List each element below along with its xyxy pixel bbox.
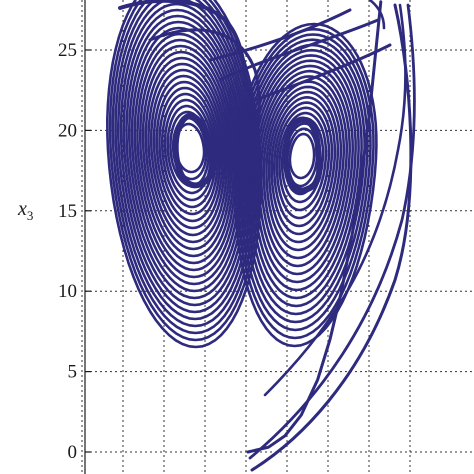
- trajectory-left-loop-17: [128, 20, 244, 293]
- trajectory-right-loop-20: [236, 27, 375, 340]
- trajectory-right-loop-13: [254, 64, 354, 284]
- trajectory-right-loop-0: [288, 132, 316, 180]
- trajectory-left-loop-10: [147, 62, 229, 244]
- trajectory-left-loop-16: [130, 26, 242, 286]
- trajectory-left-loop-20: [119, 2, 251, 314]
- y-tick-label-10: 10: [58, 281, 77, 302]
- y-tick-label-25: 25: [58, 40, 77, 61]
- trajectory-left-loop-9: [149, 68, 226, 237]
- y-tick-label-15: 15: [58, 201, 77, 222]
- y-tick-label-20: 20: [58, 120, 77, 141]
- trajectory-right-loop-8: [267, 90, 340, 244]
- trajectory-left-loop-24: [108, 0, 260, 342]
- trajectory-right-loop-17: [244, 43, 366, 316]
- trajectory-escape-arc-1: [250, 3, 413, 472]
- trajectory-right-loop-3: [280, 117, 325, 204]
- trajectory-upper-left-arc: [118, 0, 248, 87]
- trajectory-right-loop-12: [257, 69, 351, 276]
- trajectory-left-loop-13: [139, 44, 235, 265]
- trajectory-transient: [246, 0, 383, 454]
- trajectory-right-loop-5: [275, 106, 331, 220]
- trajectory-diagonal-3: [208, 8, 352, 62]
- y-axis-label: x3: [17, 198, 33, 223]
- trajectory-right-loop-16: [246, 48, 363, 308]
- y-tick-label-5: 5: [68, 362, 78, 383]
- trajectory-left-loop-3: [166, 104, 213, 195]
- trajectory-diagonal-1: [218, 18, 380, 82]
- trajectory-left-loop-22: [114, 0, 256, 328]
- trajectory-right-loop-9: [265, 85, 343, 252]
- trajectory-right-core: [282, 116, 323, 194]
- trajectory-left-loop-5: [160, 92, 217, 209]
- y-axis-ticks: 0 5 10 15 20 25: [58, 40, 91, 463]
- trajectory-left-core: [172, 112, 216, 189]
- trajectory-right-loop-18: [241, 38, 369, 324]
- trajectory-left-loop-19: [122, 8, 249, 307]
- trajectory-right-loop-19: [239, 33, 372, 332]
- y-axis-label-subscript: 3: [27, 208, 34, 223]
- trajectory-right-loop-6: [273, 101, 334, 228]
- grid-lines: [81, 0, 474, 474]
- trajectory-left-loop-12: [141, 50, 233, 258]
- trajectory-left-loop-18: [125, 14, 247, 300]
- trajectory-right-loop-11: [259, 75, 348, 268]
- trajectory-upper-inner-arc: [148, 28, 261, 162]
- trajectory-escape-arc-3: [263, 3, 407, 397]
- y-axis-label-main: x: [17, 198, 27, 220]
- trajectory-series: [106, 0, 416, 472]
- trajectory-left-loop-7: [155, 80, 222, 223]
- trajectory-left-loop-15: [133, 32, 240, 279]
- trajectory-right-loop-21: [233, 22, 378, 348]
- trajectory-right-loop-10: [262, 80, 346, 260]
- trajectory-left-loop-23: [111, 0, 258, 335]
- y-tick-label-0: 0: [68, 442, 78, 463]
- trajectory-left-loop-21: [117, 0, 254, 321]
- trajectory-diagonal-2: [228, 43, 392, 112]
- trajectory-right-loop-7: [270, 96, 337, 236]
- trajectory-left-loop-11: [144, 56, 231, 251]
- trajectory-left-loop-6: [158, 86, 219, 216]
- trajectory-left-loop-8: [152, 74, 224, 230]
- trajectory-left-loop-4: [163, 98, 215, 202]
- trajectory-left-loop-25: [106, 0, 263, 349]
- trajectory-left-loop-14: [136, 38, 238, 272]
- trajectory-right-loop-4: [278, 111, 328, 212]
